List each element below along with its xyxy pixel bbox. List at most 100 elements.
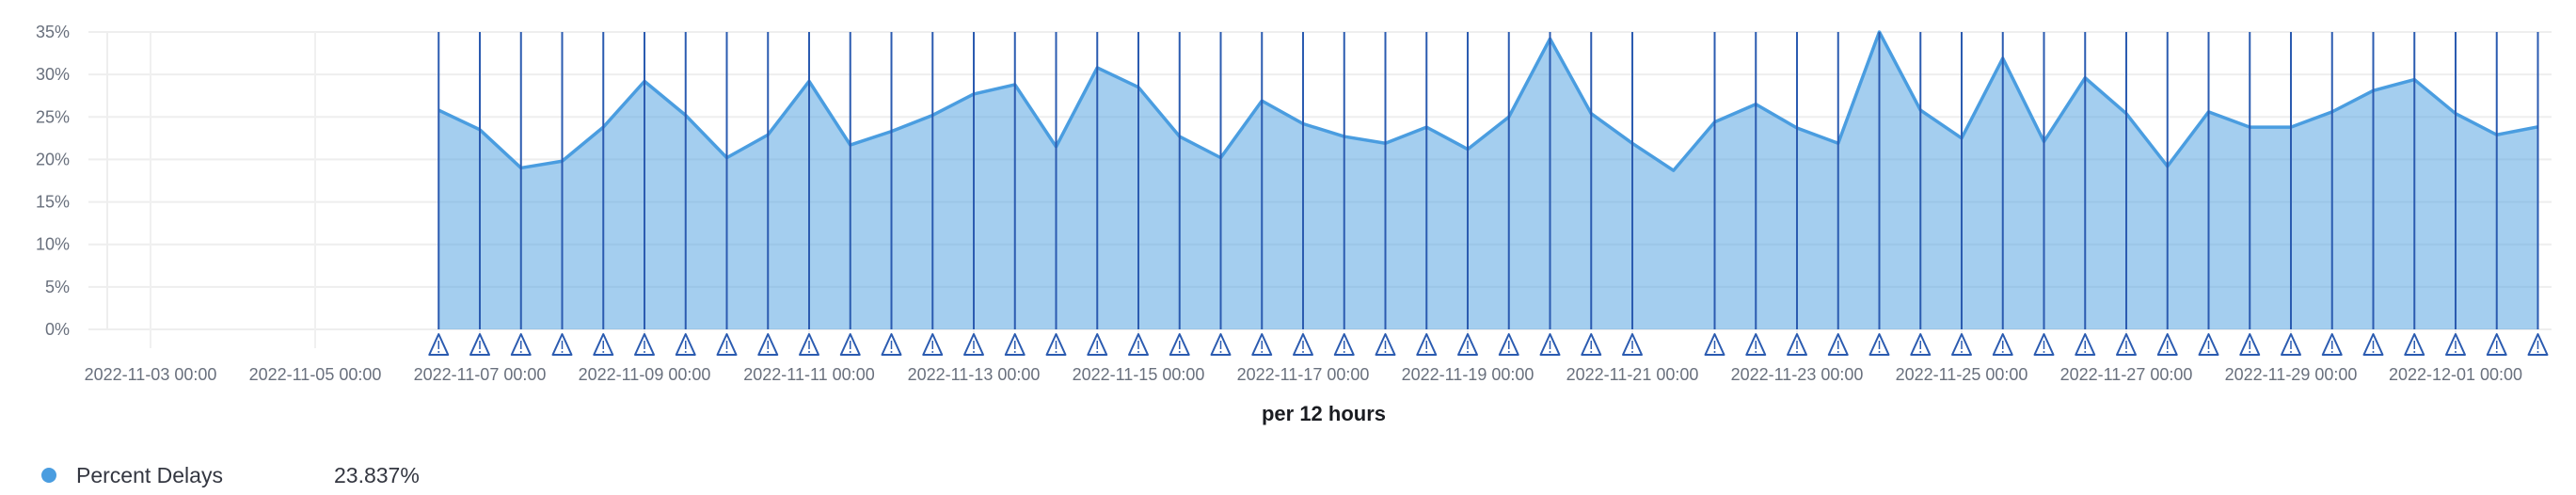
warning-triangle-icon: [1251, 333, 1273, 356]
warning-triangle-icon: [551, 333, 573, 356]
exclamation-dot: [2413, 351, 2416, 353]
warning-triangle-icon: [428, 333, 450, 356]
exclamation-dot: [1302, 351, 1304, 353]
warning-triangle-icon: [2156, 333, 2178, 356]
exclamation-dot: [931, 351, 934, 353]
x-tick-label: 2022-12-01 00:00: [2389, 365, 2522, 384]
exclamation-dot: [1878, 351, 1881, 353]
exclamation-dot: [1055, 351, 1057, 353]
x-tick-label: 2022-11-11 00:00: [743, 365, 874, 384]
warning-triangle-icon: [799, 333, 819, 356]
exclamation-dot: [1013, 351, 1016, 353]
exclamation-dot: [519, 351, 522, 353]
warning-triangle-icon: [881, 333, 902, 356]
warning-triangle-icon: [2116, 333, 2137, 356]
exclamation-dot: [644, 351, 645, 353]
exclamation-dot: [2166, 351, 2169, 353]
warning-triangle-icon: [2075, 333, 2096, 356]
legend-item[interactable]: Percent Delays 23.837%: [41, 461, 420, 489]
area-fill: [438, 32, 2538, 329]
warning-triangle-icon: [2486, 333, 2507, 356]
warning-triangle-icon: [2033, 333, 2055, 356]
warning-triangle-icon: [1457, 333, 1478, 356]
exclamation-dot: [2536, 351, 2539, 353]
x-tick-label: 2022-11-23 00:00: [1731, 365, 1864, 384]
exclamation-dot: [973, 351, 975, 353]
warning-triangle-icon: [2239, 333, 2261, 356]
exclamation-dot: [1384, 351, 1387, 353]
warning-triangle-icon: [1169, 333, 1190, 356]
warning-triangle-icon: [2527, 333, 2549, 356]
series-line: [437, 30, 2538, 172]
exclamation-dot: [2001, 351, 2004, 353]
warning-triangle-icon: [634, 333, 655, 356]
warning-triangle-icon: [1045, 333, 1067, 356]
exclamation-dot: [602, 351, 605, 353]
x-tick-label: 2022-11-21 00:00: [1566, 365, 1699, 384]
warning-triangle-icon: [1868, 333, 1890, 356]
y-tick-label: 35%: [36, 23, 70, 41]
exclamation-dot: [1137, 351, 1139, 353]
y-tick-label: 30%: [36, 65, 70, 84]
exclamation-dot: [2084, 351, 2087, 353]
exclamation-dot: [2495, 351, 2498, 353]
x-tick-label: 2022-11-15 00:00: [1073, 365, 1205, 384]
y-tick-label: 15%: [36, 193, 70, 212]
exclamation-dot: [2330, 351, 2333, 353]
exclamation-dot: [561, 351, 564, 353]
exclamation-dot: [1219, 351, 1222, 353]
exclamation-dot: [808, 351, 810, 353]
x-tick-label: 2022-11-29 00:00: [2225, 365, 2358, 384]
exclamation-dot: [2372, 351, 2375, 353]
series-area: [437, 30, 2538, 329]
exclamation-dot: [1343, 351, 1345, 353]
exclamation-dot: [1549, 351, 1551, 353]
warning-triangle-icon: [1416, 333, 1438, 356]
exclamation-dot: [1961, 351, 1963, 353]
exclamation-dot: [1755, 351, 1757, 353]
warning-triangle-icon: [922, 333, 944, 356]
exclamation-dot: [1590, 351, 1593, 353]
exclamation-dot: [767, 351, 770, 353]
y-tick-label: 10%: [36, 235, 70, 254]
warning-triangle-icon: [1375, 333, 1396, 356]
warning-triangle-icon: [1827, 333, 1849, 356]
x-tick-label: 2022-11-13 00:00: [908, 365, 1041, 384]
x-axis-title: per 12 hours: [1261, 402, 1387, 425]
exclamation-dot: [2125, 351, 2127, 353]
annotations: [428, 32, 2549, 356]
exclamation-dot: [1507, 351, 1510, 353]
exclamation-dot: [1837, 351, 1839, 353]
exclamation-dot: [2249, 351, 2251, 353]
y-tick-label: 25%: [36, 107, 70, 126]
warning-triangle-icon: [1704, 333, 1725, 356]
warning-triangle-icon: [675, 333, 696, 356]
warning-triangle-icon: [1210, 333, 1232, 356]
legend-label: Percent Delays: [76, 462, 223, 487]
exclamation-dot: [2455, 351, 2457, 353]
warning-triangle-icon: [2362, 333, 2384, 356]
exclamation-dot: [1261, 351, 1264, 353]
warning-triangle-icon: [2281, 333, 2301, 356]
warning-triangle-icon: [839, 333, 861, 356]
warning-triangle-icon: [469, 333, 490, 356]
exclamation-dot: [1467, 351, 1469, 353]
exclamation-dot: [1631, 351, 1633, 353]
y-tick-label: 5%: [45, 278, 70, 296]
exclamation-dot: [684, 351, 687, 353]
warning-triangle-icon: [593, 333, 614, 356]
warning-triangle-icon: [1992, 333, 2013, 356]
warning-triangle-icon: [2321, 333, 2343, 356]
x-tick-label: 2022-11-27 00:00: [2060, 365, 2193, 384]
warning-triangle-icon: [510, 333, 532, 356]
warning-triangle-icon: [1498, 333, 1519, 356]
warning-triangle-icon: [1910, 333, 1932, 356]
y-tick-label: 20%: [36, 150, 70, 168]
exclamation-dot: [890, 351, 893, 353]
exclamation-dot: [725, 351, 728, 353]
exclamation-dot: [2043, 351, 2045, 353]
warning-triangle-icon: [1581, 333, 1602, 356]
exclamation-dot: [437, 351, 440, 353]
warning-triangle-icon: [1004, 333, 1026, 356]
